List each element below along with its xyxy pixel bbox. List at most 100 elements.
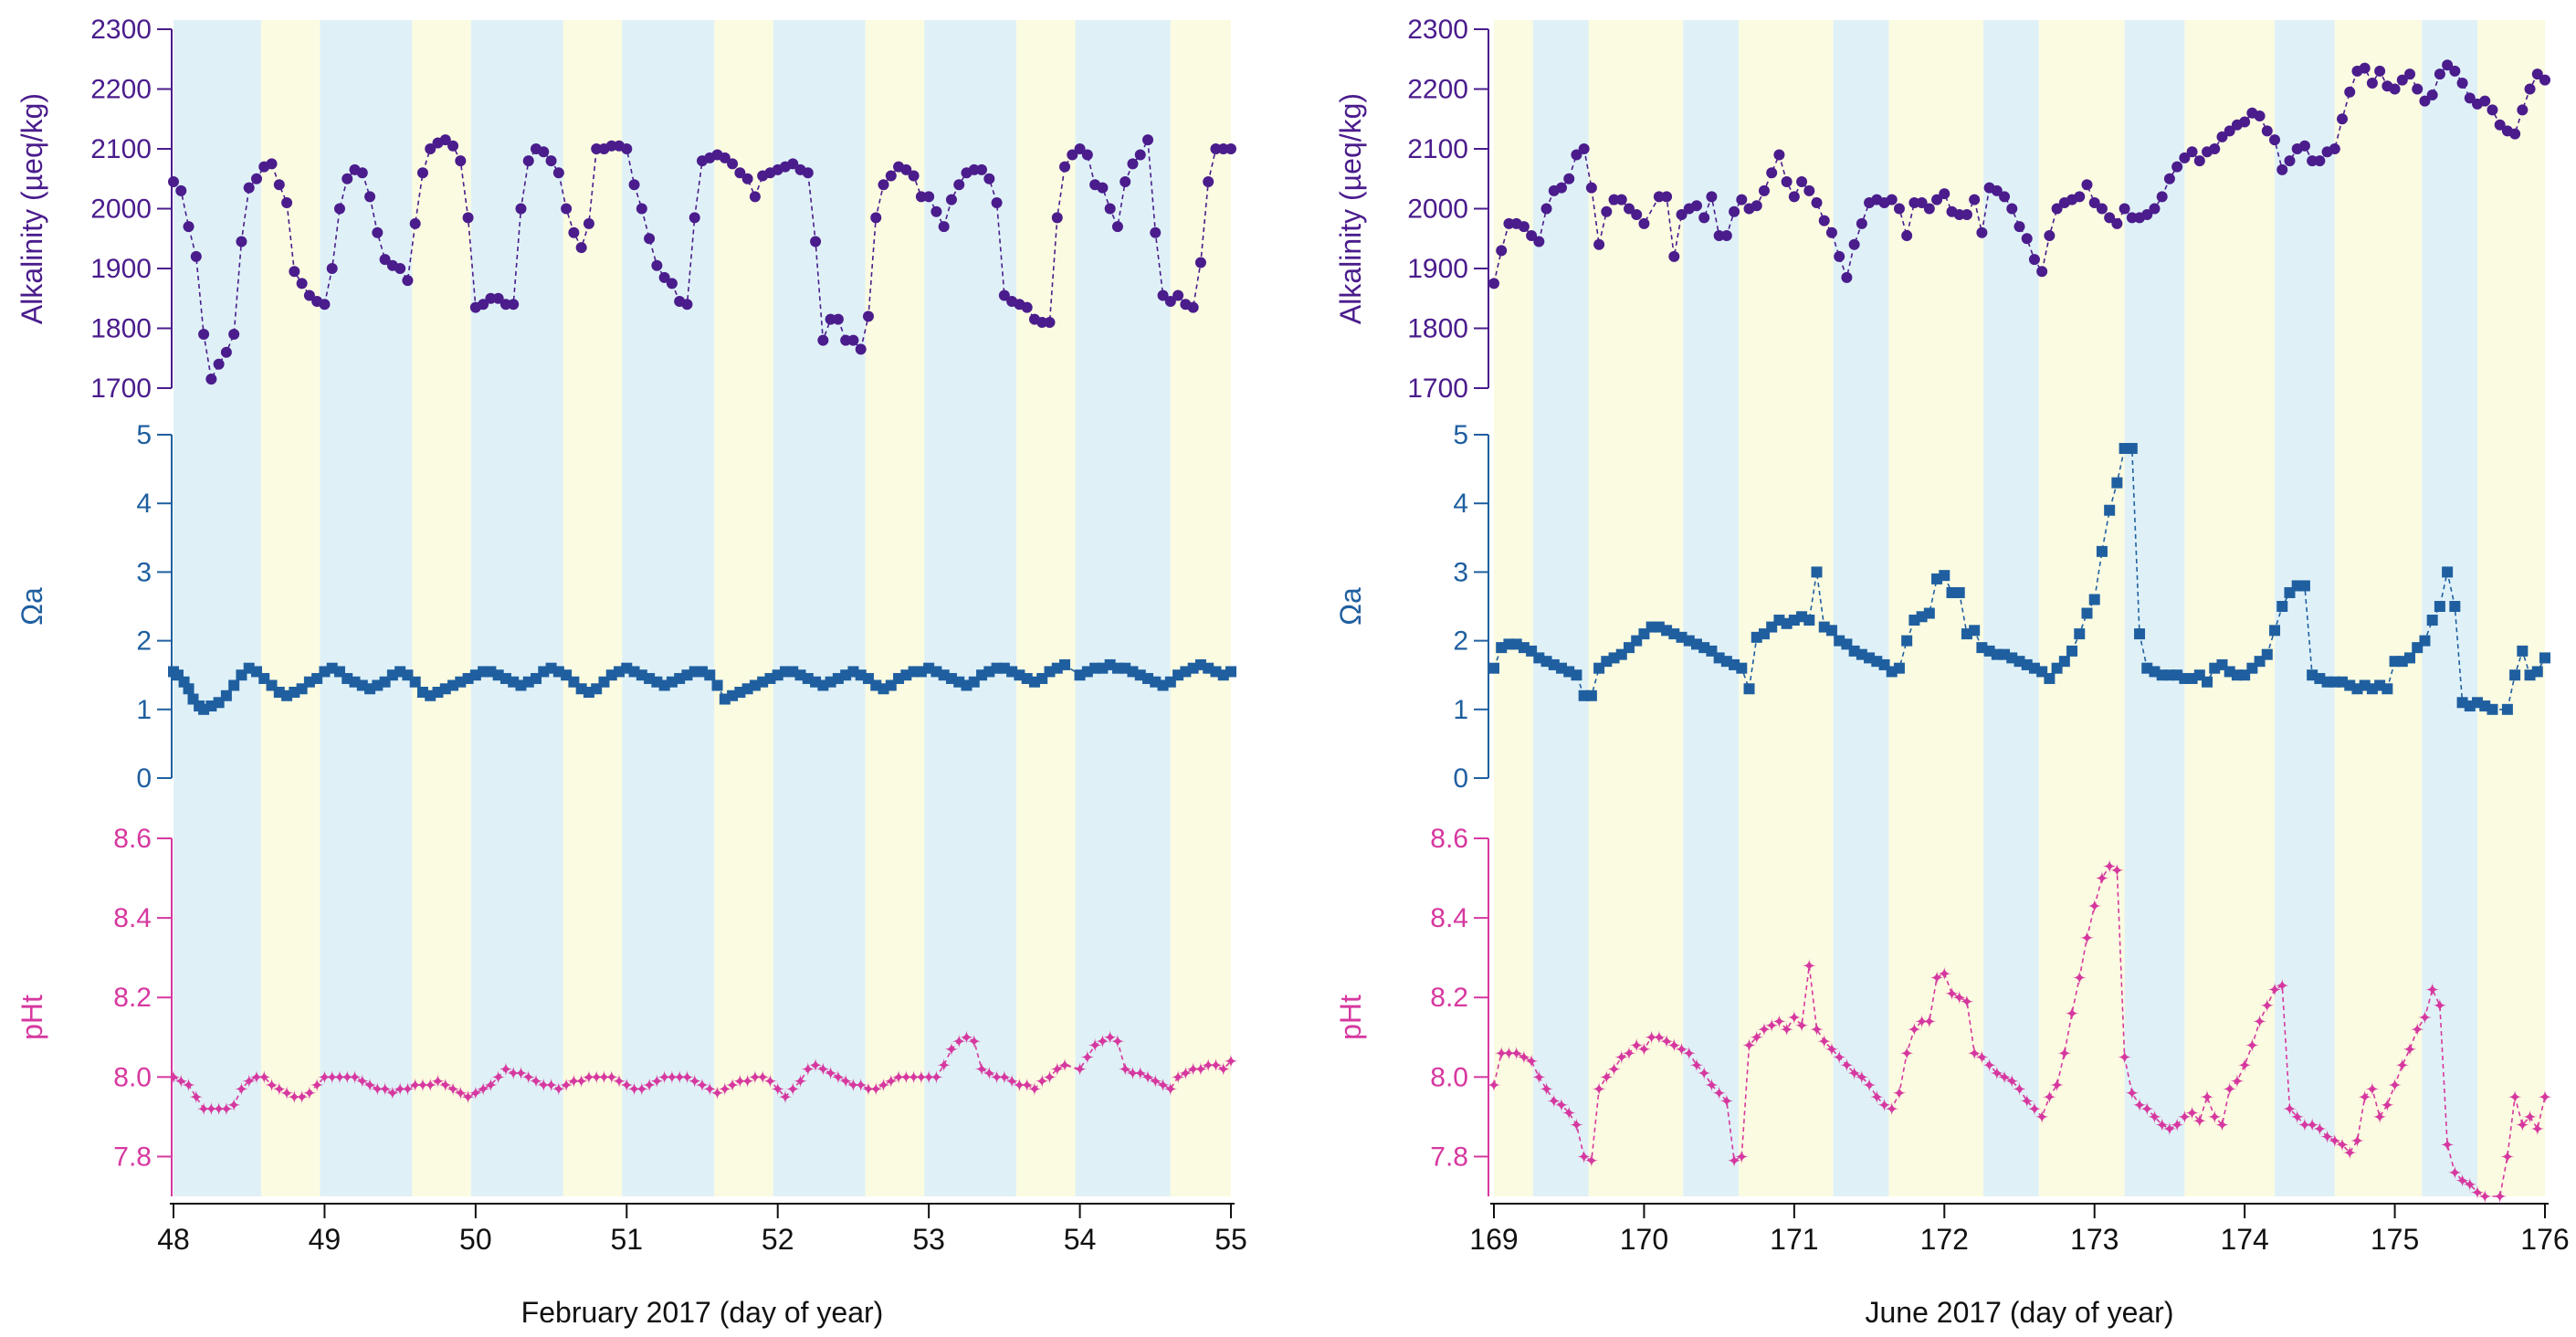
alkalinity-point: [1803, 184, 1815, 196]
ph-point: [506, 1065, 521, 1080]
alkalinity-point: [1668, 250, 1680, 262]
alkalinity-point: [1593, 238, 1605, 250]
ph-point: [2200, 1090, 2215, 1105]
ph-point: [2342, 1145, 2358, 1161]
ph-point: [2072, 970, 2087, 985]
ph-point: [241, 1073, 257, 1089]
ph-point: [1779, 1022, 1794, 1037]
alkalinity-point: [2028, 254, 2040, 266]
ph-point: [929, 1069, 944, 1085]
ph-point: [347, 1069, 363, 1085]
alkalinity-point: [1886, 194, 1898, 205]
alkalinity-point: [1676, 209, 1688, 221]
ph-point: [1193, 1061, 1208, 1077]
omega-point: [2088, 594, 2100, 605]
alkalinity-point: [2126, 212, 2138, 224]
day-band: [714, 20, 773, 1196]
ph-point: [543, 1078, 559, 1093]
alkalinity-point: [1690, 200, 1702, 212]
ph-point: [1816, 1034, 1832, 1049]
y-tick-label: 3: [1453, 557, 1468, 587]
ph-point: [437, 1078, 453, 1093]
alkalinity-point: [1555, 182, 1567, 194]
ph-point: [400, 1081, 415, 1097]
alkalinity-point: [2021, 233, 2033, 245]
ph-point: [1711, 1085, 1727, 1100]
alkalinity-point: [333, 203, 345, 215]
alkalinity-point: [1051, 212, 1063, 224]
alkalinity-point: [802, 167, 814, 179]
ph-point: [2102, 858, 2118, 874]
ph-point: [2538, 1090, 2552, 1105]
y-tick-label: 8.0: [1430, 1062, 1468, 1092]
alkalinity-point: [2419, 95, 2431, 107]
day-band: [2477, 20, 2545, 1196]
y-tick-label: 0: [136, 763, 152, 794]
y-axis-label: pHt: [1334, 995, 1367, 1040]
alkalinity-point: [1074, 143, 1086, 154]
ph-point: [2312, 1121, 2328, 1136]
y-tick-label: 5: [1453, 420, 1468, 450]
omega-point: [409, 676, 421, 688]
ph-point: [226, 1097, 242, 1112]
alkalinity-point: [1157, 290, 1169, 301]
ph-point: [868, 1081, 884, 1097]
alkalinity-point: [1908, 196, 1920, 208]
ph-point: [838, 1073, 854, 1089]
ph-point: [2147, 1109, 2162, 1124]
ph-point: [1057, 1058, 1073, 1073]
alkalinity-point: [303, 290, 315, 301]
night-band: [470, 20, 563, 1196]
omega-point: [2134, 628, 2146, 640]
alkalinity-point: [2096, 203, 2108, 215]
ph-point: [1982, 1058, 1997, 1073]
omega-point: [2044, 672, 2056, 684]
ph-point: [1201, 1058, 1216, 1073]
alkalinity-point: [409, 217, 421, 229]
y-tick-label: 1800: [1407, 314, 1468, 344]
ph-point: [952, 1034, 967, 1049]
alkalinity-point: [168, 176, 179, 188]
ph-point: [959, 1029, 974, 1045]
alkalinity-point: [2412, 83, 2424, 95]
ph-point: [1019, 1078, 1035, 1093]
ph-point: [921, 1069, 937, 1085]
omega-point: [228, 679, 240, 691]
ph-point: [966, 1034, 982, 1049]
alkalinity-point: [900, 163, 912, 175]
ph-point: [166, 1069, 181, 1085]
night-band: [1683, 20, 1740, 1196]
omega-point: [2501, 703, 2513, 715]
alkalinity-point: [1916, 196, 1928, 208]
alkalinity-point: [220, 346, 232, 358]
alkalinity-point: [2524, 83, 2536, 95]
alkalinity-point: [878, 179, 889, 191]
day-band: [1170, 20, 1231, 1196]
ph-point: [732, 1073, 748, 1089]
alkalinity-point: [462, 212, 474, 224]
ph-point: [1576, 1149, 1592, 1164]
ph-point: [211, 1101, 226, 1117]
ph-point: [1599, 1069, 1614, 1085]
alkalinity-point: [1503, 217, 1515, 229]
ph-point: [619, 1078, 635, 1093]
ph-point: [1697, 1065, 1712, 1080]
ph-point: [529, 1073, 544, 1089]
alkalinity-point: [1953, 209, 1965, 221]
omega-point: [2111, 477, 2123, 489]
alkalinity-point: [2434, 68, 2445, 80]
ph-point: [257, 1069, 272, 1085]
alkalinity-point: [1758, 184, 1770, 196]
alkalinity-point: [1781, 176, 1793, 188]
ph-point: [218, 1101, 234, 1117]
alkalinity-point: [2104, 212, 2116, 224]
ph-point: [913, 1069, 929, 1085]
ph-point: [340, 1069, 355, 1085]
alkalinity-point: [1585, 182, 1597, 194]
ph-point: [2305, 1117, 2320, 1132]
alkalinity-point: [976, 163, 988, 175]
y-tick-label: 2000: [90, 195, 152, 225]
ph-point: [1884, 1101, 1899, 1117]
